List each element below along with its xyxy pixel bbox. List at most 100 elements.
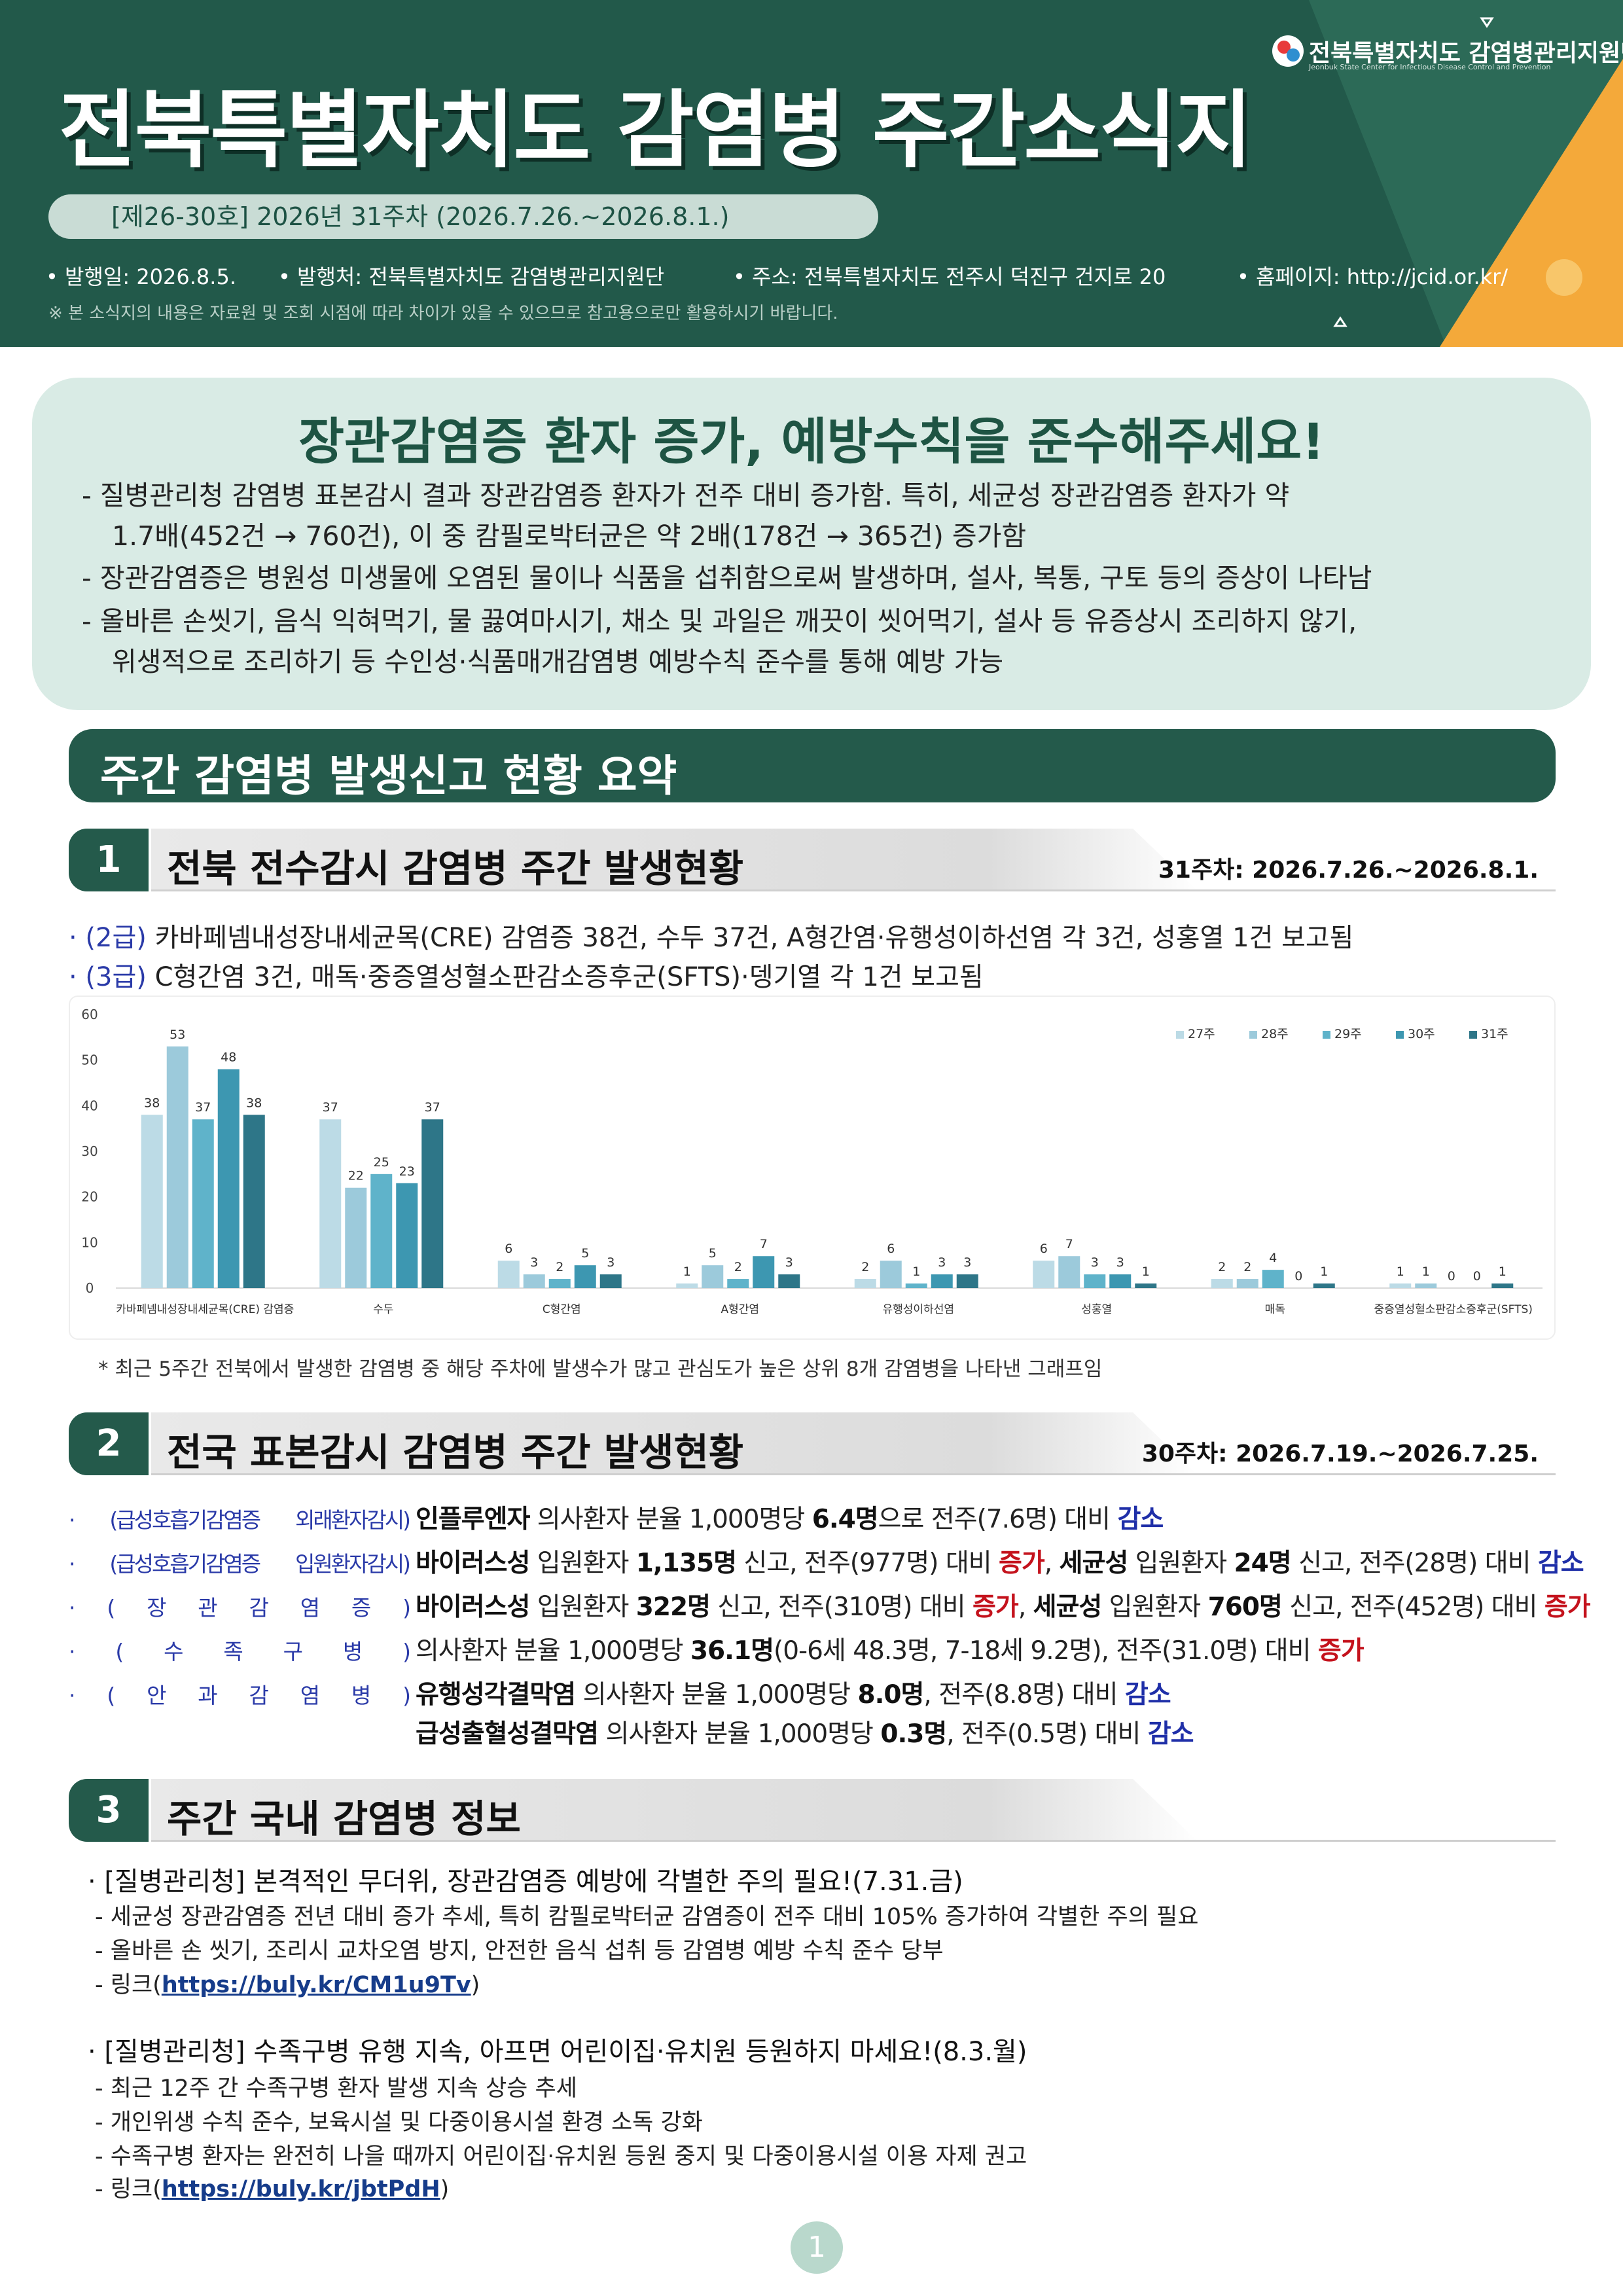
bar	[1236, 1279, 1258, 1288]
x-tick-label: 중증열성혈소판감소증후군(SFTS)	[1374, 1303, 1533, 1316]
info-item: • 홈페이지: http://jcid.or.kr/	[1237, 264, 1508, 289]
line-text: 입원환자	[529, 1549, 636, 1578]
data-label: 3	[938, 1255, 946, 1270]
surveillance-line: · (급성호흡기감염증 입원환자감시) 바이러스성 입원환자 1,135명 신고,…	[69, 1543, 1584, 1579]
line-emphasis: 36.1명	[690, 1636, 774, 1666]
data-label: 0	[1448, 1269, 1455, 1283]
legend-label: 27주	[1188, 1027, 1215, 1041]
data-label: 6	[887, 1242, 895, 1256]
report-line: · (3급) C형간염 3건, 매독·중증열성혈소판감소증후군(SFTS)·뎅기…	[69, 956, 984, 994]
bar	[217, 1069, 240, 1288]
section-tab	[151, 1779, 1198, 1842]
bar	[1491, 1283, 1514, 1288]
logo-mark	[1277, 41, 1291, 54]
section-rule	[151, 1473, 1556, 1475]
legend-label: 31주	[1481, 1027, 1508, 1041]
y-tick-label: 50	[81, 1052, 98, 1068]
data-label: 5	[709, 1246, 717, 1261]
summary-line: - 올바른 손씻기, 음식 익혀먹기, 물 끓여마시기, 채소 및 과일은 깨끗…	[82, 605, 1357, 637]
news-headline: · [질병관리청] 본격적인 무더위, 장관감염증 예방에 각별한 주의 필요!…	[88, 1867, 963, 1897]
link-prefix: - 링크(	[95, 1972, 162, 1998]
bar	[676, 1283, 698, 1288]
line-text: ,	[1044, 1549, 1060, 1578]
data-label: 3	[607, 1255, 615, 1270]
y-tick-label: 30	[81, 1143, 98, 1159]
line-emphasis: 8.0명	[857, 1680, 924, 1710]
data-label: 1	[1499, 1265, 1507, 1279]
line-text: 의사환자 분율 1,000명당	[416, 1636, 690, 1666]
section-number: 2	[69, 1412, 149, 1475]
bar	[753, 1256, 775, 1288]
data-label: 22	[348, 1169, 364, 1183]
data-label: 6	[505, 1242, 512, 1256]
bar	[1211, 1279, 1233, 1288]
logo-text: 전북특별자치도 감염병관리지원단	[1309, 40, 1623, 67]
link-url: https://buly.kr/jbtPdH	[161, 2176, 440, 2202]
data-label: 2	[1243, 1260, 1251, 1274]
summary-box: 장관감염증 환자 증가, 예방수칙을 준수해주세요! - 질병관리청 감염병 표…	[32, 378, 1591, 710]
data-label: 37	[425, 1100, 440, 1115]
data-label: 48	[221, 1050, 236, 1065]
legend-swatch	[1469, 1031, 1477, 1039]
x-tick-label: 카바페넴내성장내세균목(CRE) 감염증	[116, 1303, 294, 1316]
header-note: ※ 본 소식지의 내용은 자료원 및 조회 시점에 따라 차이가 있을 수 있으…	[48, 304, 838, 323]
report-text: 카바페넴내성장내세균목(CRE) 감염증 38건, 수두 37건, A형간염·유…	[154, 923, 1354, 953]
news-link: - 링크(https://buly.kr/jbtPdH)	[95, 2170, 449, 2204]
section-tab	[151, 1412, 1198, 1475]
section-rule	[151, 889, 1556, 891]
bar	[880, 1261, 902, 1288]
page-number: 1	[791, 2221, 843, 2274]
section-number: 3	[69, 1779, 149, 1842]
line-text: 으로 전주(7.6명) 대비	[878, 1505, 1118, 1534]
section-number: 1	[69, 829, 149, 891]
bar	[243, 1115, 265, 1288]
bar	[497, 1261, 520, 1288]
data-label: 4	[1269, 1251, 1277, 1265]
section-period: 31주차: 2026.7.26.~2026.8.1.	[1158, 857, 1539, 884]
info-item: • 주소: 전북특별자치도 전주시 덕진구 건지로 20	[733, 264, 1166, 289]
line-text: 신고, 전주(28명) 대비	[1291, 1549, 1538, 1578]
bar	[192, 1119, 214, 1288]
data-label: 1	[1422, 1265, 1430, 1279]
y-tick-label: 20	[81, 1189, 98, 1205]
section-title: 주간 국내 감염병 정보	[167, 1797, 521, 1841]
logo-subtext: Jeonbuk State Center for Infectious Dise…	[1309, 63, 1551, 71]
data-label: 38	[246, 1096, 262, 1110]
bar	[1262, 1270, 1284, 1288]
news-headline: · [질병관리청] 수족구병 유행 지속, 아프면 어린이집·유치원 등원하지 …	[88, 2037, 1027, 2067]
bar	[702, 1265, 724, 1288]
section-header: 1 전북 전수감시 감염병 주간 발생현황 31주차: 2026.7.26.~2…	[69, 829, 1556, 891]
line-emphasis: 세균성	[1033, 1592, 1103, 1622]
data-label: 1	[1142, 1265, 1150, 1279]
bar	[141, 1115, 163, 1288]
news-detail: - 세균성 장관감염증 전년 대비 증가 추세, 특히 캄필로박터균 감염증이 …	[95, 1904, 1199, 1930]
summary-line: - 질병관리청 감염병 표본감시 결과 장관감염증 환자가 전주 대비 증가함.…	[82, 480, 1290, 511]
news-detail: - 개인위생 수칙 준수, 보육시설 및 다중이용시설 환경 소독 강화	[95, 2109, 703, 2136]
summary-line: 1.7배(452건 → 760건), 이 중 캄필로박터균은 약 2배(178건…	[112, 520, 1027, 552]
link-prefix: - 링크(	[95, 2176, 162, 2202]
header-decoration	[1272, 0, 1623, 347]
line-text: 의사환자 분율 1,000명당	[529, 1505, 812, 1534]
line-emphasis: 급성출혈성결막염	[416, 1719, 599, 1749]
line-emphasis: 증가	[1544, 1592, 1591, 1622]
info-item: • 발행일: 2026.8.5.	[46, 264, 236, 289]
bar	[1313, 1283, 1335, 1288]
line-emphasis: 세균성	[1059, 1549, 1129, 1578]
bar	[1135, 1283, 1157, 1288]
header-triangle	[1480, 17, 1494, 28]
line-text: 의사환자 분율 1,000명당	[598, 1719, 881, 1749]
surveillance-line: 급성출혈성결막염 의사환자 분율 1,000명당 0.3명, 전주(0.5명) …	[69, 1713, 1194, 1750]
line-text: (0-6세 48.3명, 7-18세 9.2명), 전주(31.0명) 대비	[774, 1636, 1318, 1666]
issue-label: [제26-30호] 2026년 31주차 (2026.7.26.~2026.8.…	[48, 194, 878, 239]
grade-label: · (3급)	[69, 962, 147, 992]
x-tick-label: 유행성이하선염	[883, 1303, 954, 1316]
section-period: 30주차: 2026.7.19.~2026.7.25.	[1141, 1441, 1539, 1467]
legend-swatch	[1249, 1031, 1257, 1039]
line-emphasis: 바이러스성	[416, 1592, 530, 1622]
logo-mark	[1287, 48, 1300, 62]
data-label: 1	[1397, 1265, 1404, 1279]
line-text: 신고, 전주(310명) 대비	[710, 1592, 973, 1622]
x-tick-label: C형간염	[543, 1303, 581, 1316]
